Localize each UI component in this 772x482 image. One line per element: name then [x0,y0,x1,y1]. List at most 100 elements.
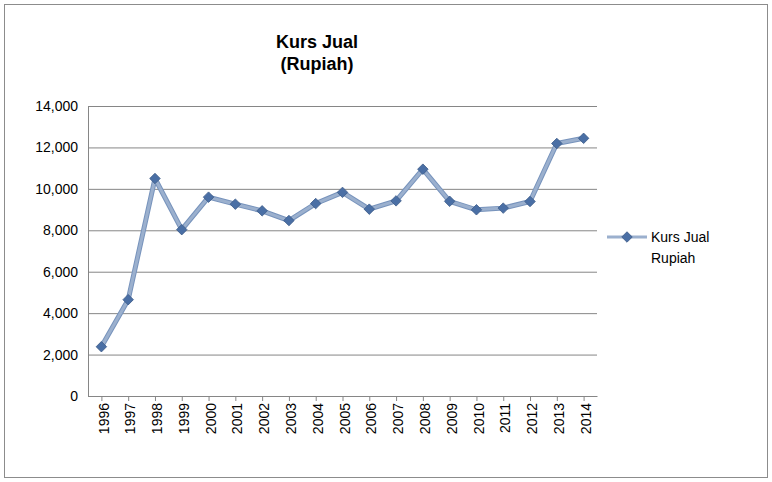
x-tick-label: 2001 [229,403,245,434]
series-marker [364,204,374,214]
x-tick: 2011 [497,396,513,433]
x-tick-label: 2002 [256,403,272,434]
x-tick-label: 2008 [417,403,433,434]
x-tick: 2013 [551,396,567,434]
tick-mark [503,396,504,401]
tick-mark [369,396,370,401]
x-tick: 2005 [337,396,353,434]
series-marker [391,196,401,206]
series-group [96,133,589,352]
series-marker [418,164,428,174]
x-tick: 1998 [149,396,165,434]
x-tick-label: 2012 [524,403,540,434]
x-tick-label: 2014 [578,403,594,434]
y-tick-label: 0 [70,388,78,404]
x-tick: 2002 [256,396,272,434]
legend-label: Kurs Jual Rupiah [651,229,709,266]
x-tick-label: 2011 [497,403,513,433]
grid-line [88,147,597,148]
x-tick: 2009 [444,396,460,434]
y-tick: 10,000 [35,181,597,197]
tick-mark [182,396,183,401]
series-marker [257,206,267,216]
x-tick-label: 2000 [203,403,219,434]
tick-mark [343,396,344,401]
tick-mark [155,396,156,401]
x-tick: 2008 [417,396,433,434]
series-marker [177,224,187,234]
x-tick-label: 2003 [283,403,299,434]
series-marker [525,196,535,206]
tick-mark [450,396,451,401]
chart: 0 2,000 4,000 6,000 8,000 10,000 12,000 14,000 1… [0,0,772,482]
y-tick-label: 8,000 [43,222,78,238]
y-tick-label: 6,000 [43,264,78,280]
legend-label-line: Kurs Jual [651,229,709,245]
x-tick: 1997 [122,396,138,434]
x-tick-label: 1998 [149,403,165,434]
legend-label-line: Rupiah [651,250,695,266]
tick-mark [209,396,210,401]
x-tick: 2003 [283,396,299,434]
legend-marker [622,232,632,242]
x-tick: 2014 [578,396,594,434]
series-marker [123,294,133,304]
y-tick: 14,000 [35,98,597,114]
tick-mark [262,396,263,401]
chart-title: Kurs Jual(Rupiah) [276,32,358,74]
tick-mark [530,396,531,401]
x-axis: 1996 1997 1998 1999 2000 2001 2002 2003 2004 2005… [89,396,598,434]
y-tick-label: 10,000 [35,181,78,197]
x-tick-label: 2009 [444,403,460,434]
x-tick: 2012 [524,396,540,434]
tick-mark [396,396,397,401]
chart-title-line: (Rupiah) [281,54,354,74]
y-tick: 0 [70,388,597,404]
grid-line [88,355,597,356]
x-tick-label: 2006 [363,403,379,434]
series-marker [552,138,562,148]
series-marker [96,341,106,351]
y-tick-label: 4,000 [43,305,78,321]
x-tick: 2006 [363,396,379,434]
series-marker [150,173,160,183]
x-tick-label: 2013 [551,403,567,434]
grid-line [88,230,597,231]
y-axis-line [88,107,89,397]
tick-mark [235,396,236,401]
x-tick-label: 1996 [95,403,111,434]
legend: Kurs Jual Rupiah [607,229,709,266]
plot: 0 2,000 4,000 6,000 8,000 10,000 12,000 14,000 1… [35,98,597,434]
y-tick: 6,000 [43,264,597,280]
series-marker [284,215,294,225]
grid-line [88,313,597,314]
x-tick-label: 1997 [122,403,138,434]
x-tick-label: 2010 [471,403,487,434]
chart-border [5,5,768,478]
x-tick-label: 2005 [337,403,353,434]
y-tick: 8,000 [43,222,597,238]
series-line-outline [101,138,583,346]
tick-mark [101,396,102,401]
series-marker [310,198,320,208]
x-tick: 2004 [310,396,326,434]
x-tick: 1996 [95,396,111,434]
series-marker [471,205,481,215]
tick-mark [289,396,290,401]
series-marker [337,187,347,197]
y-tick-label: 12,000 [35,139,78,155]
x-tick: 2010 [471,396,487,434]
grid-line [88,106,597,107]
y-axis: 0 2,000 4,000 6,000 8,000 10,000 12,000 14,000 [35,98,597,404]
y-tick-label: 2,000 [43,347,78,363]
y-tick: 2,000 [43,347,597,363]
series-marker [230,199,240,209]
x-tick-label: 1999 [176,403,192,434]
tick-mark [476,396,477,401]
series-marker [203,192,213,202]
tick-mark [557,396,558,401]
x-tick: 2001 [229,396,245,434]
x-tick-label: 2004 [310,403,326,434]
series-marker [578,133,588,143]
series-marker [444,196,454,206]
